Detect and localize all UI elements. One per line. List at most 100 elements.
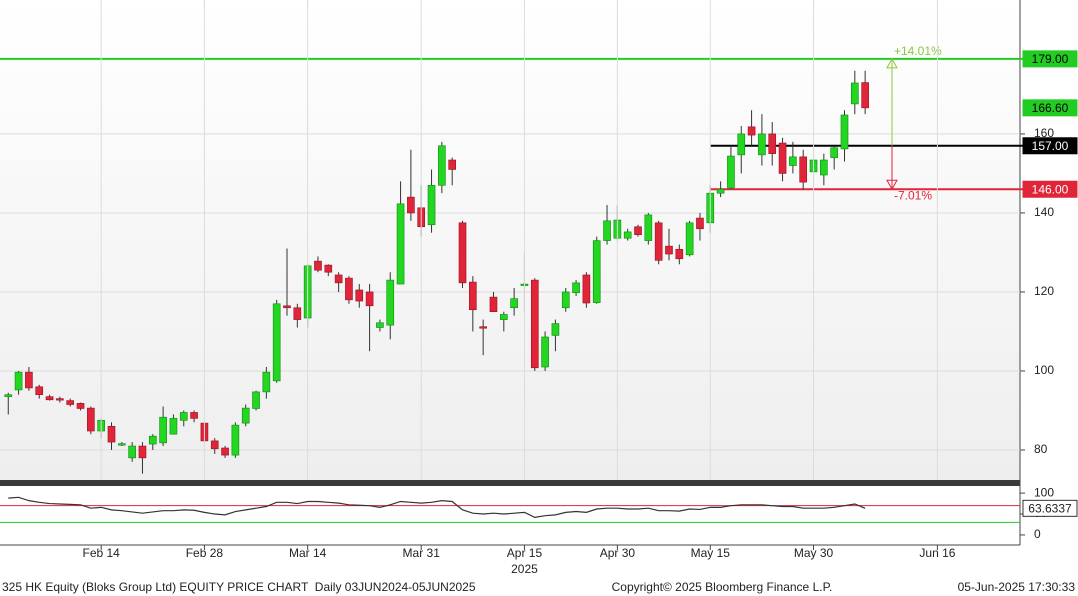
candle-body xyxy=(293,307,302,320)
y-tick-label: 140 xyxy=(1034,205,1054,219)
candle-body xyxy=(56,398,64,401)
y-tick-label: 80 xyxy=(1034,442,1048,456)
level-label-box xyxy=(1022,180,1078,198)
candle-body xyxy=(241,407,250,424)
candle-body xyxy=(634,226,642,235)
rsi-value-label: 63.6337 xyxy=(1028,502,1072,516)
y-tick-label: 0 xyxy=(1034,527,1041,541)
candle-body xyxy=(87,407,95,432)
candle-body xyxy=(448,159,456,170)
candle-body xyxy=(76,403,85,409)
candle-body xyxy=(438,145,446,186)
x-tick-label: Feb 14 xyxy=(82,546,120,560)
footer-right: 05-Jun-2025 17:30:33 xyxy=(958,580,1076,594)
x-tick-label: Mar 31 xyxy=(403,546,441,560)
arrow-label: +14.01% xyxy=(894,44,942,58)
candle-body xyxy=(458,222,467,284)
x-tick-label: Mar 14 xyxy=(289,546,327,560)
candle-body xyxy=(654,222,663,261)
candle-body xyxy=(427,184,436,226)
x-tick-label: Jun 16 xyxy=(919,546,955,560)
level-label: 179.00 xyxy=(1032,52,1069,66)
candle-body xyxy=(334,274,343,284)
level-label: 157.00 xyxy=(1032,139,1069,153)
candle-body xyxy=(386,279,395,326)
y-tick-label: 120 xyxy=(1034,284,1054,298)
arrow-head xyxy=(886,179,898,191)
candle-body xyxy=(159,416,167,444)
candle-body xyxy=(469,281,477,311)
candle-body xyxy=(665,245,673,255)
x-tick-label: May 15 xyxy=(691,546,731,560)
year-label: 2025 xyxy=(511,562,538,576)
candle-body xyxy=(148,435,157,445)
candle-body xyxy=(138,445,147,459)
candle-body xyxy=(45,396,54,401)
footer-left: 325 HK Equity (Bloks Group Ltd) EQUITY P… xyxy=(2,580,476,594)
candle-body xyxy=(582,274,591,304)
candle-body xyxy=(696,217,704,230)
candle-body xyxy=(716,188,725,194)
last-price-label-box xyxy=(1022,99,1078,117)
candle-body xyxy=(510,298,518,309)
candle-body xyxy=(840,114,849,150)
candle-body xyxy=(592,240,601,303)
x-tick-label: Apr 30 xyxy=(600,546,636,560)
candle-body xyxy=(179,412,188,421)
candle-body xyxy=(169,418,178,435)
level-label-box xyxy=(1022,50,1078,68)
candle-body xyxy=(541,336,549,368)
y-tick-label: 160 xyxy=(1034,126,1054,140)
candle-body xyxy=(861,82,869,109)
candle-body xyxy=(252,391,260,409)
candle-body xyxy=(365,291,374,307)
candle-body xyxy=(314,260,322,271)
x-tick-label: Feb 28 xyxy=(186,546,224,560)
candle-body xyxy=(221,447,229,456)
candle-body xyxy=(675,248,684,260)
candle-body xyxy=(324,264,333,273)
candle-body xyxy=(530,279,539,369)
candle-body xyxy=(572,282,580,294)
candle-body xyxy=(190,412,198,419)
candle-body xyxy=(685,222,694,256)
candle-body xyxy=(768,133,777,154)
candle-body xyxy=(799,156,808,183)
x-tick-label: Apr 15 xyxy=(507,546,543,560)
candle-body xyxy=(262,371,271,393)
candle-body xyxy=(25,371,33,389)
candle-body xyxy=(107,425,116,443)
candle-body xyxy=(561,291,570,309)
candle-body xyxy=(396,203,405,285)
candle-body xyxy=(489,296,498,313)
rsi-value-box xyxy=(1022,499,1078,517)
rsi-panel xyxy=(0,486,1020,545)
arrow-label: -7.01% xyxy=(894,188,932,202)
candle-body xyxy=(851,82,859,105)
candle-body xyxy=(128,445,136,459)
candle-body xyxy=(4,394,13,397)
price-panel xyxy=(0,0,1020,480)
candle-body xyxy=(603,220,611,241)
candle-body xyxy=(355,289,364,302)
candle-body xyxy=(231,424,240,456)
level-label-box xyxy=(1022,137,1078,155)
candle-body xyxy=(66,400,75,405)
footer-center: Copyright© 2025 Bloomberg Finance L.P. xyxy=(612,580,833,594)
candle-body xyxy=(407,196,415,214)
arrow-head xyxy=(886,57,898,69)
candle-body xyxy=(623,231,632,239)
candle-body xyxy=(499,314,508,320)
last-price-label: 166.60 xyxy=(1032,101,1069,115)
candle-body xyxy=(747,126,756,136)
level-label: 146.00 xyxy=(1032,182,1069,196)
candle-body xyxy=(727,155,735,189)
candle-body xyxy=(820,159,828,176)
candle-body xyxy=(789,156,797,166)
candle-body xyxy=(345,277,353,301)
candle-body xyxy=(644,214,653,241)
y-tick-label: 100 xyxy=(1034,363,1054,377)
candle-body xyxy=(283,305,291,309)
candle-body xyxy=(272,303,281,382)
